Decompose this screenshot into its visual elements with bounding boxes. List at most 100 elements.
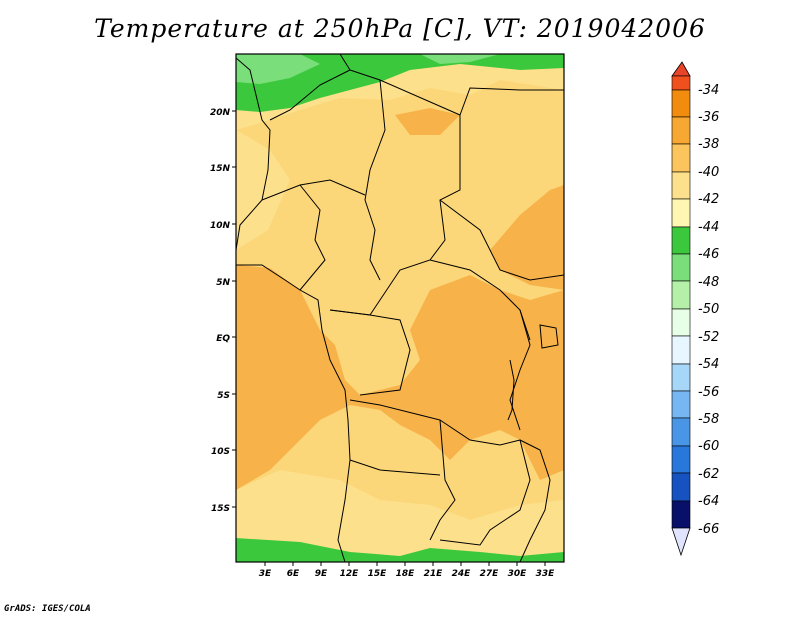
field-42-south xyxy=(236,470,564,562)
colorbar-segment-52 xyxy=(671,308,691,337)
grads-credit: GrADS: IGES/COLA xyxy=(4,604,91,614)
field-38-north xyxy=(395,108,460,135)
y-tick-label: 15S xyxy=(211,504,230,514)
x-tick-label: 3E xyxy=(259,569,272,579)
x-tick-6: 21E xyxy=(424,562,444,579)
x-tick-3: 12E xyxy=(340,562,360,579)
y-tick-0: 20N xyxy=(210,108,236,118)
x-tick-label: 27E xyxy=(480,569,500,579)
colorbar-label: -34 xyxy=(698,83,719,98)
colorbar-label: -40 xyxy=(698,165,719,180)
field-42-westcoast xyxy=(236,130,290,250)
x-tick-0: 3E xyxy=(259,562,272,579)
border-4 xyxy=(364,79,386,281)
colorbar-label: -56 xyxy=(698,385,719,400)
x-tick-label: 30E xyxy=(508,569,528,579)
colorbar-label: -60 xyxy=(698,439,719,454)
x-tick-4: 15E xyxy=(368,562,388,579)
border-2 xyxy=(329,69,461,316)
x-tick-5: 18E xyxy=(396,562,416,579)
y-axis: 20N 15N 10N 5N EQ 5S 10S 15S xyxy=(210,108,236,514)
colorbar-label: -46 xyxy=(698,247,719,262)
y-tick-6: 10S xyxy=(211,447,236,457)
x-axis: 3E 6E 9E 12E 15E 18E 21E 24E 27E 30E 33E xyxy=(259,562,555,579)
colorbar-label: -50 xyxy=(698,302,719,317)
colorbar-segment-34 xyxy=(671,75,691,91)
y-tick-7: 15S xyxy=(211,504,236,514)
colorbar-segment-36 xyxy=(671,89,691,118)
field-48-north xyxy=(236,54,320,84)
field-46-south xyxy=(236,538,564,562)
colorbar-label: -48 xyxy=(698,275,719,290)
colorbar-segment-44 xyxy=(671,198,691,228)
colorbar-segment-64 xyxy=(671,472,691,502)
x-tick-label: 24E xyxy=(452,569,472,579)
x-tick-2: 9E xyxy=(315,562,328,579)
x-tick-label: 33E xyxy=(536,569,556,579)
border-14 xyxy=(519,439,551,562)
lake-victoria xyxy=(539,324,559,349)
y-tick-3: 5N xyxy=(216,278,236,288)
border-7 xyxy=(439,199,564,281)
lake-tanganyika xyxy=(507,359,515,421)
x-tick-9: 30E xyxy=(508,562,528,579)
colorbar-label: -44 xyxy=(698,220,719,235)
colorbar-label: -66 xyxy=(698,522,719,537)
map-frame xyxy=(235,53,565,563)
colorbar-segment-50 xyxy=(671,280,691,310)
colorbar-label: -54 xyxy=(698,357,719,372)
x-tick-label: 6E xyxy=(287,569,300,579)
y-tick-1: 15N xyxy=(210,164,236,174)
colorbar-label: -62 xyxy=(698,467,719,482)
border-1 xyxy=(269,54,351,121)
colorbar-label: -42 xyxy=(698,192,719,207)
colorbar-segment-46 xyxy=(671,226,691,255)
temperature-field xyxy=(236,54,564,562)
y-tick-5: 5S xyxy=(217,391,236,401)
y-tick-label: EQ xyxy=(216,334,230,344)
country-borders xyxy=(236,54,564,562)
x-tick-7: 24E xyxy=(452,562,472,579)
y-tick-label: 10N xyxy=(210,221,231,231)
colorbar-segment-38 xyxy=(671,116,691,145)
y-tick-2: 10N xyxy=(210,221,236,231)
y-tick-label: 5N xyxy=(216,278,230,288)
x-tick-10: 33E xyxy=(536,562,556,579)
colorbar-top-arrow xyxy=(671,61,691,77)
border-10 xyxy=(349,399,456,541)
x-tick-label: 9E xyxy=(315,569,328,579)
field-46-north xyxy=(236,54,564,112)
x-tick-label: 18E xyxy=(396,569,416,579)
y-tick-label: 15N xyxy=(210,164,231,174)
x-tick-8: 27E xyxy=(480,562,500,579)
border-12 xyxy=(349,459,441,476)
colorbar-label: -38 xyxy=(698,137,719,152)
colorbar: -34 -36 -38 -40 -42 -44 -46 -48 -50 -52 … xyxy=(671,61,719,557)
colorbar-label: -64 xyxy=(698,494,719,509)
y-tick-label: 20N xyxy=(210,108,231,118)
colorbar-segment-40 xyxy=(671,143,691,173)
x-tick-label: 21E xyxy=(424,569,444,579)
colorbar-segment-48 xyxy=(671,253,691,282)
border-11 xyxy=(439,419,531,546)
colorbar-segment-54 xyxy=(671,335,691,365)
colorbar-label: -58 xyxy=(698,412,719,427)
y-tick-label: 5S xyxy=(217,391,230,401)
x-tick-1: 6E xyxy=(287,562,300,579)
border-9 xyxy=(329,309,411,396)
y-tick-label: 10S xyxy=(211,447,230,457)
colorbar-segment-58 xyxy=(671,390,691,419)
map-title: Temperature at 250hPa [C], VT: 201904200… xyxy=(94,14,706,43)
colorbar-segment-62 xyxy=(671,445,691,474)
field-48-north2 xyxy=(420,54,500,64)
coastline-west xyxy=(236,57,351,562)
border-3 xyxy=(459,87,564,116)
x-tick-label: 15E xyxy=(368,569,388,579)
colorbar-segment-56 xyxy=(671,363,691,392)
x-tick-label: 12E xyxy=(340,569,360,579)
colorbar-label: -52 xyxy=(698,330,719,345)
border-6 xyxy=(299,184,326,291)
border-13 xyxy=(509,309,531,431)
colorbar-label: -36 xyxy=(698,110,719,125)
